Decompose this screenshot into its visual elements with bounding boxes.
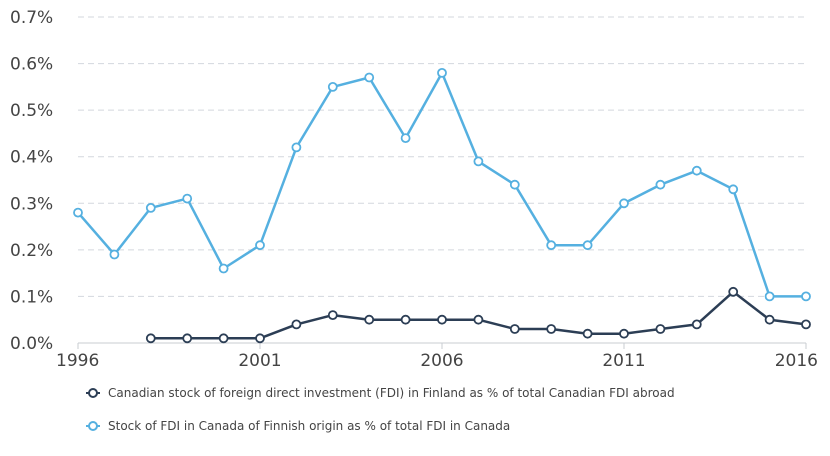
data-point-s2-2004[interactable] [365, 74, 373, 82]
data-point-s2-2000[interactable] [220, 265, 228, 273]
legend-marker-series-1 [86, 387, 100, 399]
grid [78, 17, 806, 296]
data-point-s2-1998[interactable] [147, 204, 155, 212]
data-point-s2-2006[interactable] [438, 69, 446, 77]
data-point-s2-2012[interactable] [656, 181, 664, 189]
legend-item-canadian-fdi-in-finland[interactable]: Canadian stock of foreign direct investm… [86, 386, 766, 401]
data-point-s2-2001[interactable] [256, 241, 264, 249]
data-point-s2-1997[interactable] [110, 251, 118, 259]
data-point-s1-2002[interactable] [292, 320, 300, 328]
data-point-s2-2013[interactable] [693, 167, 701, 175]
data-point-s1-2011[interactable] [620, 330, 628, 338]
data-point-s2-2007[interactable] [474, 157, 482, 165]
legend-label-series-1: Canadian stock of foreign direct investm… [108, 386, 675, 400]
data-point-s1-2010[interactable] [584, 330, 592, 338]
data-point-s1-1998[interactable] [147, 334, 155, 342]
data-point-s1-2005[interactable] [402, 316, 410, 324]
data-point-s2-2015[interactable] [766, 292, 774, 300]
data-point-s1-1999[interactable] [183, 334, 191, 342]
data-point-s2-1996[interactable] [74, 209, 82, 217]
data-point-s1-2008[interactable] [511, 325, 519, 333]
data-point-s1-2003[interactable] [329, 311, 337, 319]
y-tick-label-6: 0.6% [10, 55, 53, 75]
data-point-s1-2001[interactable] [256, 334, 264, 342]
data-point-s1-2007[interactable] [474, 316, 482, 324]
x-tick-label-1: 2001 [238, 351, 281, 371]
y-tick-label-4: 0.4% [10, 148, 53, 168]
y-tick-label-1: 0.1% [10, 287, 53, 307]
x-tick-label-3: 2011 [602, 351, 645, 371]
data-point-s2-2014[interactable] [729, 185, 737, 193]
data-point-s1-2015[interactable] [766, 316, 774, 324]
data-point-s2-2002[interactable] [292, 143, 300, 151]
y-tick-label-7: 0.7% [10, 8, 53, 28]
legend-label-series-2: Stock of FDI in Canada of Finnish origin… [108, 419, 510, 433]
data-point-s1-2006[interactable] [438, 316, 446, 324]
x-tick-label-4: 2016 [775, 351, 818, 371]
data-point-s2-2009[interactable] [547, 241, 555, 249]
data-point-s2-2010[interactable] [584, 241, 592, 249]
data-point-s2-2003[interactable] [329, 83, 337, 91]
data-point-s1-2014[interactable] [729, 288, 737, 296]
legend-item-finnish-fdi-in-canada[interactable]: Stock of FDI in Canada of Finnish origin… [86, 419, 766, 434]
legend: Canadian stock of foreign direct investm… [86, 386, 766, 452]
y-tick-label-2: 0.2% [10, 241, 53, 261]
data-point-s1-2016[interactable] [802, 320, 810, 328]
x-tick-label-2: 2006 [420, 351, 463, 371]
data-point-s2-2005[interactable] [402, 134, 410, 142]
data-point-s2-2008[interactable] [511, 181, 519, 189]
x-tick-label-0: 1996 [56, 351, 99, 371]
data-point-s2-2011[interactable] [620, 199, 628, 207]
series-line-2 [78, 73, 806, 297]
data-point-s1-2013[interactable] [693, 320, 701, 328]
y-tick-label-3: 0.3% [10, 194, 53, 214]
data-point-s1-2009[interactable] [547, 325, 555, 333]
y-tick-label-5: 0.5% [10, 101, 53, 121]
axes: 0.0% 0.1% 0.2% 0.3% 0.4% 0.5% 0.6% 0.7% 1996 2001… [10, 8, 818, 371]
data-point-s1-2004[interactable] [365, 316, 373, 324]
data-point-s2-2016[interactable] [802, 292, 810, 300]
y-tick-label-0: 0.0% [10, 334, 53, 354]
legend-marker-series-2 [86, 420, 100, 432]
line-chart: 0.0% 0.1% 0.2% 0.3% 0.4% 0.5% 0.6% 0.7% 1996 2001… [0, 0, 830, 380]
data-point-s2-1999[interactable] [183, 195, 191, 203]
data-point-s1-2000[interactable] [220, 334, 228, 342]
data-point-s1-2012[interactable] [656, 325, 664, 333]
